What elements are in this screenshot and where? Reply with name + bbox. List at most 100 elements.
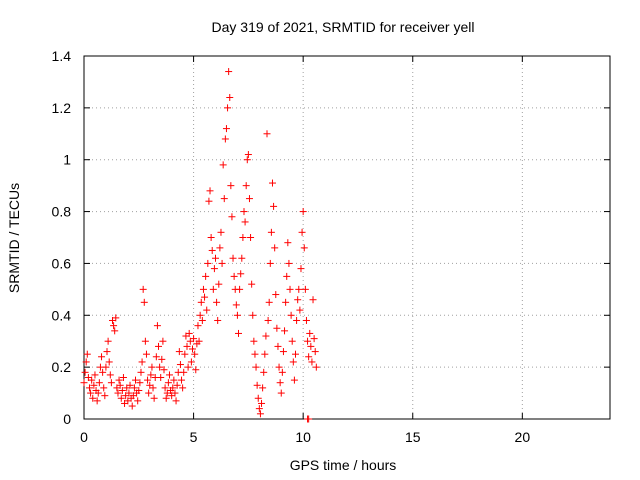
y-tick-label: 0.4 [52, 307, 72, 323]
data-point [302, 316, 310, 324]
data-point [305, 353, 313, 361]
data-point [169, 384, 177, 392]
data-point [170, 376, 178, 384]
data-point [294, 296, 302, 304]
data-point [252, 363, 260, 371]
data-point [134, 397, 142, 405]
y-tick-label: 0 [63, 411, 71, 427]
data-point [271, 244, 279, 252]
data-point [276, 379, 284, 387]
data-point [266, 259, 274, 267]
y-tick-labels: 0 0.2 0.4 0.6 0.8 1 1.2 1.4 [52, 48, 72, 427]
data-point [128, 402, 136, 410]
data-point [162, 394, 170, 402]
data-point [279, 348, 287, 356]
data-point [126, 381, 134, 389]
data-point [241, 218, 249, 226]
data-point [212, 254, 219, 262]
data-point [268, 179, 276, 187]
data-point [245, 195, 253, 203]
data-point [158, 355, 166, 363]
data-point [88, 376, 96, 384]
data-point [185, 329, 193, 337]
data-point [150, 394, 158, 402]
data-point [218, 259, 226, 267]
data-point [306, 329, 314, 337]
data-point [293, 316, 301, 324]
data-point [311, 348, 319, 356]
data-point [179, 384, 187, 392]
data-point [259, 384, 267, 392]
data-point [300, 244, 308, 252]
data-point [137, 368, 145, 376]
data-point [213, 298, 221, 306]
data-point [153, 322, 161, 330]
data-point [197, 298, 205, 306]
data-point [95, 379, 103, 387]
data-point [118, 386, 126, 394]
data-point [187, 358, 195, 366]
data-point [275, 363, 283, 371]
data-point [232, 301, 240, 309]
data-point [283, 272, 291, 280]
data-point [102, 363, 110, 371]
x-tick-labels: 0 5 10 15 20 [80, 429, 530, 445]
y-tick-label: 0.6 [52, 255, 72, 271]
data-point [310, 335, 318, 343]
data-point [263, 130, 271, 138]
data-point [301, 285, 309, 293]
x-tick-label: 20 [515, 429, 531, 445]
data-point [141, 337, 149, 345]
data-point [236, 285, 244, 293]
data-point [198, 316, 206, 324]
x-tick-label: 10 [295, 429, 311, 445]
data-point [216, 244, 224, 252]
grid [84, 56, 610, 419]
data-point [135, 386, 143, 394]
x-axis-label: GPS time / hours [290, 457, 397, 473]
data-point [195, 337, 203, 345]
data-point [188, 345, 196, 353]
data-point [248, 280, 256, 288]
data-point [222, 125, 230, 133]
data-point [209, 285, 217, 293]
data-point [149, 384, 157, 392]
data-point [180, 368, 188, 376]
data-point [100, 384, 108, 392]
data-point [287, 311, 295, 319]
data-point [139, 285, 147, 293]
data-point [214, 316, 222, 324]
data-point [191, 350, 199, 358]
data-point [309, 296, 317, 304]
data-point [251, 350, 259, 358]
data-point [206, 187, 214, 195]
data-point [295, 285, 303, 293]
data-point [81, 368, 89, 376]
data-point [104, 337, 112, 345]
data-point [142, 350, 150, 358]
data-point [176, 361, 184, 369]
y-tick-label: 0.8 [52, 204, 72, 220]
y-axis-label: SRMTID / TECUs [6, 183, 22, 293]
data-point [227, 182, 235, 190]
data-point [136, 379, 144, 387]
y-tick-label: 1 [63, 152, 71, 168]
data-point [171, 389, 179, 397]
data-point [221, 135, 229, 143]
data-point [203, 306, 211, 314]
data-point [249, 311, 257, 319]
data-point [157, 374, 165, 382]
data-point [288, 337, 296, 345]
data-point [85, 384, 93, 392]
data-point [147, 371, 155, 379]
data-point [312, 363, 320, 371]
data-point [228, 213, 236, 221]
data-point [101, 392, 109, 400]
data-point [107, 379, 115, 387]
x-tick-label: 15 [405, 429, 421, 445]
data-point [155, 342, 163, 350]
data-point [238, 254, 246, 262]
data-point [219, 161, 227, 169]
data-point [281, 327, 289, 335]
